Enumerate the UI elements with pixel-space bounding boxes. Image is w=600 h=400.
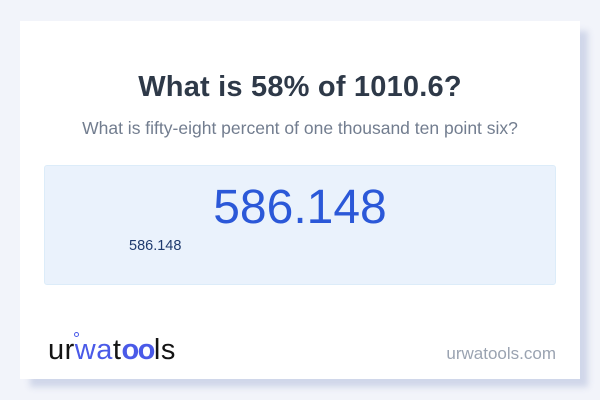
logo-segment-t: t	[112, 334, 122, 367]
logo-segment-wa: wa	[74, 334, 113, 367]
card-footer: ur watools urwatools.com	[48, 332, 556, 367]
result-card: What is 58% of 1010.6? What is fifty-eig…	[20, 21, 580, 379]
answer-value-small: 586.148	[129, 238, 182, 255]
degree-ring-icon	[73, 332, 79, 338]
website-url-text: urwatools.com	[446, 344, 556, 363]
logo-segment-ur: ur	[48, 334, 75, 367]
page-title: What is 58% of 1010.6?	[138, 71, 462, 103]
question-in-words: What is fifty-eight percent of one thous…	[82, 118, 518, 138]
answer-value-large: 586.148	[213, 181, 387, 234]
logo-segment-wa-wrap: wa	[73, 332, 113, 367]
glasses-oo-icon: oo	[121, 334, 155, 367]
urwatools-logo: ur watools	[48, 332, 176, 367]
logo-segment-ls: ls	[153, 334, 176, 367]
answer-box: 586.148 586.148	[44, 165, 556, 285]
